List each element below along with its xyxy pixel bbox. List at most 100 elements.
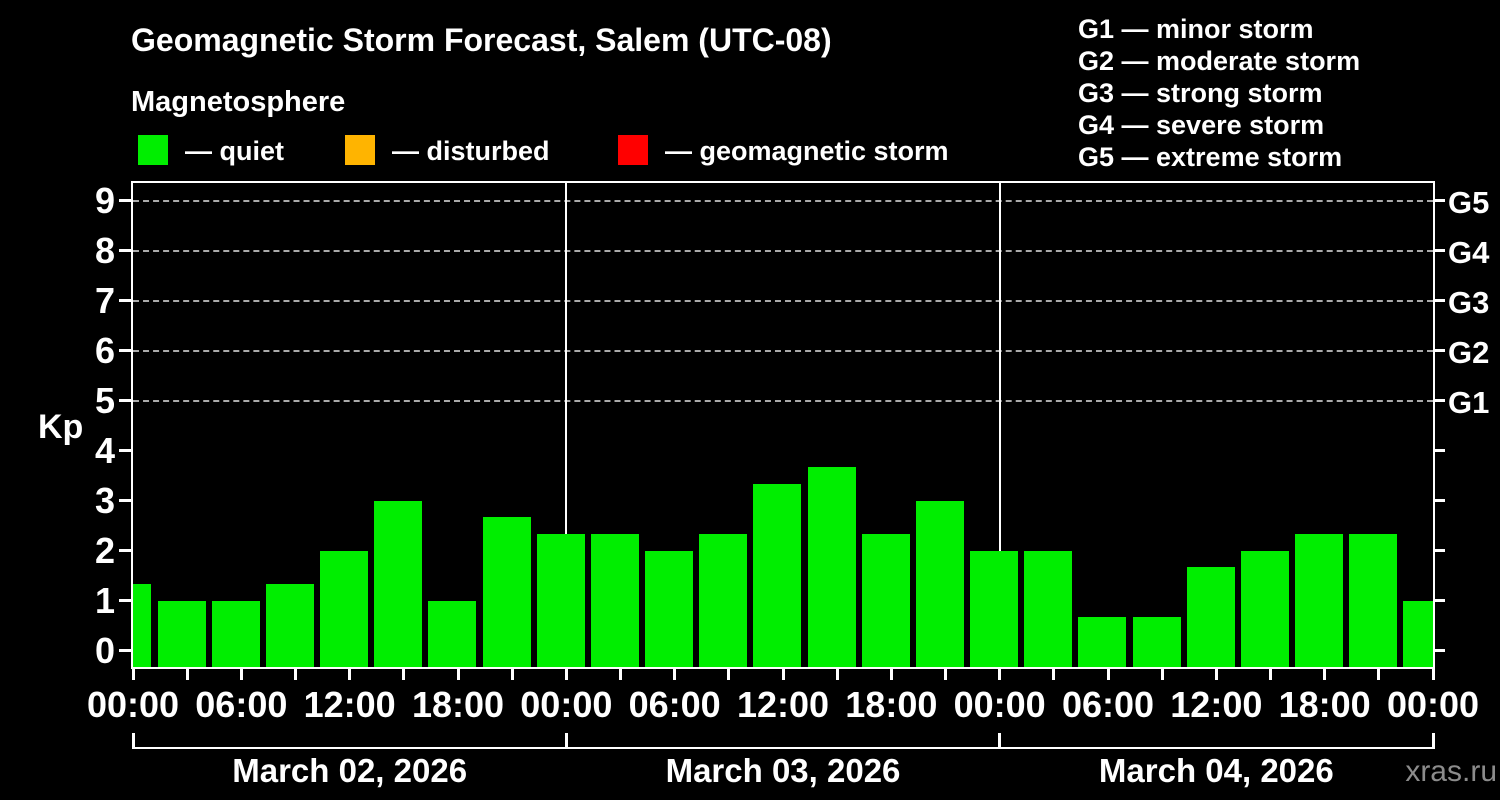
x-tick-label: 00:00 xyxy=(86,684,180,725)
storm-legend-label: — geomagnetic storm xyxy=(665,136,949,166)
y-tick xyxy=(119,599,131,603)
kp-bar xyxy=(1078,617,1127,667)
x-tick xyxy=(564,669,568,680)
plot-border xyxy=(131,181,1435,669)
grid-line xyxy=(133,249,1433,252)
x-tick-label: 12:00 xyxy=(736,684,830,725)
kp-bar xyxy=(753,484,802,667)
kp-bar xyxy=(374,501,423,667)
y-tick xyxy=(119,649,131,653)
x-tick-label: 00:00 xyxy=(953,684,1046,725)
x-tick xyxy=(1431,669,1435,680)
kp-bar xyxy=(699,534,748,667)
x-tick xyxy=(185,669,189,680)
kp-bar xyxy=(1024,551,1073,667)
x-tick-label: 12:00 xyxy=(1170,684,1263,725)
x-tick xyxy=(510,669,514,680)
grid-line xyxy=(133,299,1433,302)
right-tick xyxy=(1433,499,1445,503)
x-tick xyxy=(889,669,893,680)
kp-bar xyxy=(482,517,531,667)
y-tick-label: 9 xyxy=(94,179,115,221)
y-tick-label: 8 xyxy=(94,229,115,271)
y-tick-label: 6 xyxy=(94,329,115,371)
x-tick xyxy=(1052,669,1056,680)
watermark: xras.ru xyxy=(1405,755,1497,788)
quiet-legend-label: — quiet xyxy=(185,136,284,166)
kp-bar xyxy=(1186,567,1235,667)
g-level-label: G2 xyxy=(1448,334,1490,370)
x-tick-label: 00:00 xyxy=(1386,684,1480,725)
plot-area xyxy=(133,183,1433,667)
date-label: March 03, 2026 xyxy=(665,752,901,789)
x-tick xyxy=(1214,669,1218,680)
y-tick-label: 5 xyxy=(94,379,115,421)
x-tick xyxy=(348,669,352,680)
x-tick-label: 06:00 xyxy=(1061,684,1155,725)
g-level-label: G5 xyxy=(1448,184,1490,220)
y-tick-label: 0 xyxy=(94,629,115,671)
x-tick-label: 00:00 xyxy=(520,684,613,725)
x-tick xyxy=(456,669,460,680)
date-bracket xyxy=(132,747,1434,749)
y-tick-label: 3 xyxy=(94,479,115,521)
quiet-color-swatch xyxy=(138,135,168,165)
x-tick-label: 06:00 xyxy=(628,684,721,725)
storm-scale-g2: G2 — moderate storm xyxy=(1078,46,1361,76)
x-tick xyxy=(1269,669,1272,680)
x-tick xyxy=(1323,669,1327,680)
right-tick xyxy=(1433,599,1445,603)
date-bracket-tick xyxy=(1431,733,1435,749)
grid-line xyxy=(133,349,1433,352)
date-label: March 04, 2026 xyxy=(1098,752,1334,789)
kp-bar xyxy=(428,601,477,667)
y-tick-label: 2 xyxy=(94,529,115,571)
y-tick xyxy=(119,249,131,253)
right-tick xyxy=(1433,199,1445,203)
x-tick xyxy=(944,669,947,680)
y-tick xyxy=(119,499,131,503)
date-bracket-tick xyxy=(564,733,568,749)
date-bracket-tick xyxy=(131,733,135,749)
kp-bar xyxy=(265,584,314,667)
kp-bar xyxy=(915,501,964,667)
date-label: March 02, 2026 xyxy=(232,752,468,789)
y-tick-label: 1 xyxy=(94,579,115,621)
grid-line xyxy=(133,199,1433,202)
storm-scale-g3: G3 — strong storm xyxy=(1078,78,1323,108)
storm-scale-g1: G1 — minor storm xyxy=(1078,14,1314,44)
y-tick-label: 4 xyxy=(94,429,115,471)
kp-bar xyxy=(320,551,369,667)
g-level-label: G3 xyxy=(1448,284,1490,320)
disturbed-legend-label: — disturbed xyxy=(392,136,550,166)
disturbed-color-swatch xyxy=(345,135,375,165)
kp-bar xyxy=(970,551,1019,667)
x-tick xyxy=(673,669,677,680)
kp-bar xyxy=(861,534,910,667)
x-tick xyxy=(998,669,1002,680)
x-tick-label: 18:00 xyxy=(845,684,938,725)
kp-bar xyxy=(645,551,694,667)
g-level-label: G1 xyxy=(1448,384,1490,420)
kp-bar xyxy=(1295,534,1344,667)
page-title: Geomagnetic Storm Forecast, Salem (UTC-0… xyxy=(131,22,832,58)
x-tick xyxy=(402,669,406,680)
y-tick xyxy=(119,549,131,553)
x-tick-label: 18:00 xyxy=(1278,684,1371,725)
y-tick-label: 7 xyxy=(94,279,115,321)
x-tick xyxy=(1377,669,1381,680)
x-tick xyxy=(131,669,135,680)
y-tick xyxy=(119,349,131,353)
grid-line xyxy=(133,399,1433,402)
right-tick xyxy=(1433,249,1445,253)
storm-color-swatch xyxy=(618,135,648,165)
y-tick xyxy=(119,199,131,203)
x-tick xyxy=(835,669,839,680)
kp-bar xyxy=(807,467,856,667)
kp-bar xyxy=(1403,601,1433,667)
day-boundary-line xyxy=(565,183,568,667)
y-axis-title: Kp xyxy=(38,408,84,446)
kp-bar xyxy=(133,584,152,667)
x-tick xyxy=(239,669,243,680)
y-tick xyxy=(119,399,131,403)
